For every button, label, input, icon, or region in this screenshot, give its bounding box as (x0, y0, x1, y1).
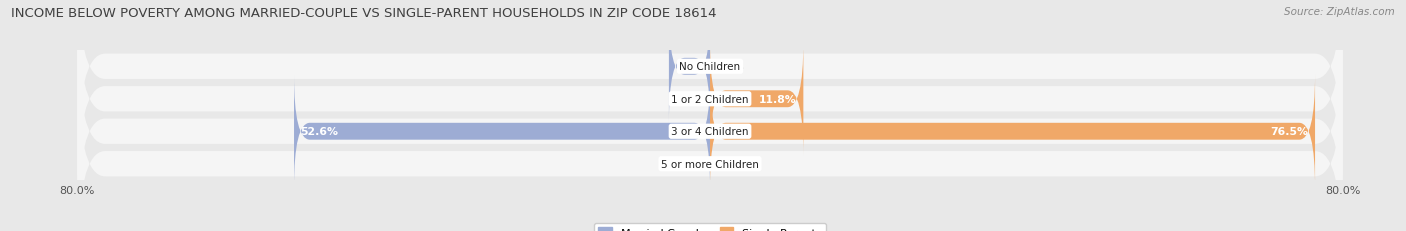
FancyBboxPatch shape (77, 0, 1343, 200)
FancyBboxPatch shape (669, 11, 710, 123)
Text: 5.2%: 5.2% (675, 62, 706, 72)
Text: Source: ZipAtlas.com: Source: ZipAtlas.com (1284, 7, 1395, 17)
FancyBboxPatch shape (77, 31, 1343, 231)
Text: No Children: No Children (679, 62, 741, 72)
Text: 76.5%: 76.5% (1271, 127, 1309, 137)
Text: 1 or 2 Children: 1 or 2 Children (671, 94, 749, 104)
FancyBboxPatch shape (77, 64, 1343, 231)
Text: 0.0%: 0.0% (676, 94, 704, 104)
FancyBboxPatch shape (710, 43, 803, 156)
FancyBboxPatch shape (77, 0, 1343, 167)
Text: 0.0%: 0.0% (717, 159, 744, 169)
Text: 0.0%: 0.0% (676, 159, 704, 169)
Text: 5 or more Children: 5 or more Children (661, 159, 759, 169)
FancyBboxPatch shape (710, 75, 1315, 188)
Legend: Married Couples, Single Parents: Married Couples, Single Parents (593, 223, 827, 231)
Text: 52.6%: 52.6% (301, 127, 339, 137)
Text: 11.8%: 11.8% (759, 94, 797, 104)
Text: 0.0%: 0.0% (717, 62, 744, 72)
FancyBboxPatch shape (294, 75, 710, 188)
Text: 3 or 4 Children: 3 or 4 Children (671, 127, 749, 137)
Text: INCOME BELOW POVERTY AMONG MARRIED-COUPLE VS SINGLE-PARENT HOUSEHOLDS IN ZIP COD: INCOME BELOW POVERTY AMONG MARRIED-COUPL… (11, 7, 717, 20)
